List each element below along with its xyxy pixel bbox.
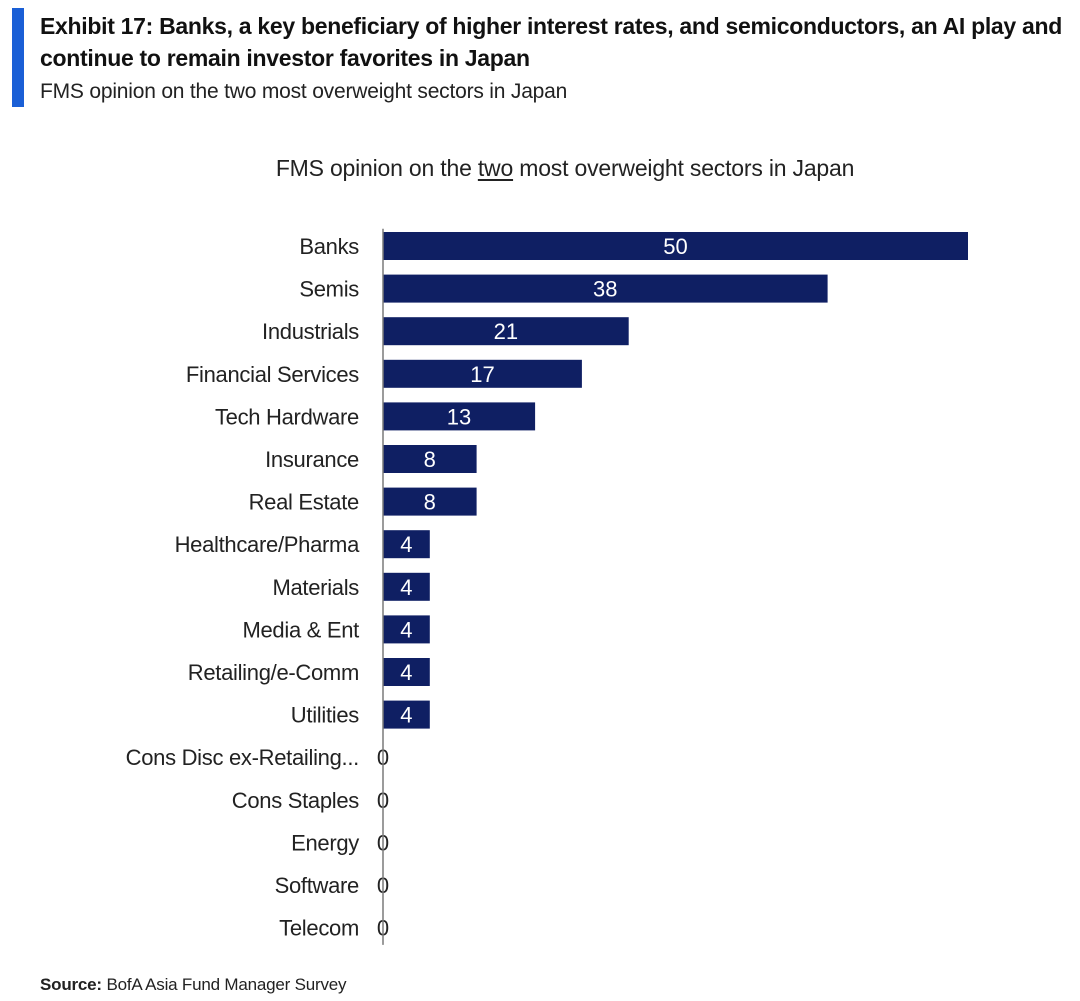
chart-title-suffix: most overweight sectors in Japan [513,155,855,181]
source-text: BofA Asia Fund Manager Survey [106,975,347,994]
chart-title: FMS opinion on the two most overweight s… [0,155,1080,182]
bar [383,317,629,346]
bar-value-label: 8 [424,447,436,472]
bar-value-label: 8 [424,490,436,515]
category-label: Retailing/e-Comm [188,660,359,685]
bar-value-label: 4 [400,532,412,557]
bar [383,232,968,260]
exhibit-subtitle: FMS opinion on the two most overweight s… [40,80,568,103]
exhibit-accent-bar [12,8,24,107]
category-label: Healthcare/Pharma [175,532,361,557]
bar [383,700,430,729]
category-label: Energy [291,830,359,855]
bar [383,402,536,431]
bar [383,359,582,388]
category-label: Tech Hardware [215,404,359,429]
category-label: Cons Staples [232,788,360,813]
category-label: Semis [299,277,359,302]
bar-value-label: 4 [400,703,412,728]
source-note: Source: BofA Asia Fund Manager Survey [40,975,347,995]
category-label: Utilities [291,703,359,728]
bar-value-label: 4 [400,575,412,600]
bar-value-label: 4 [400,617,412,642]
source-label: Source: [40,975,102,994]
bar [383,274,828,303]
chart-title-emphasis: two [477,155,514,181]
category-label: Industrials [262,319,359,344]
bar [383,658,430,686]
bar-value-label: 21 [494,319,518,344]
bar-value-label: 17 [470,362,494,387]
category-label: Software [275,873,359,898]
bar [383,572,430,601]
category-label: Banks [299,234,359,259]
bar [383,487,477,516]
exhibit-title: Exhibit 17: Banks, a key beneficiary of … [40,13,1062,71]
category-label: Materials [272,575,359,600]
bars-layer: Banks 50 Semis 38 Industrials 21 Financial Ser… [126,232,968,941]
chart-title-prefix: FMS opinion on the [275,155,478,181]
category-label: Cons Disc ex-Retailing... [126,745,359,770]
category-label: Telecom [279,916,359,941]
bar [383,615,430,644]
bar [383,530,430,559]
bar [383,445,477,473]
category-label: Financial Services [186,362,359,387]
category-label: Insurance [265,447,359,472]
bar-value-label: 4 [400,660,412,685]
category-label: Media & Ent [242,617,359,642]
bar-value-label: 38 [593,277,617,302]
bar-value-label: 50 [663,234,687,259]
bar-value-label: 13 [447,404,471,429]
category-label: Real Estate [249,490,359,515]
